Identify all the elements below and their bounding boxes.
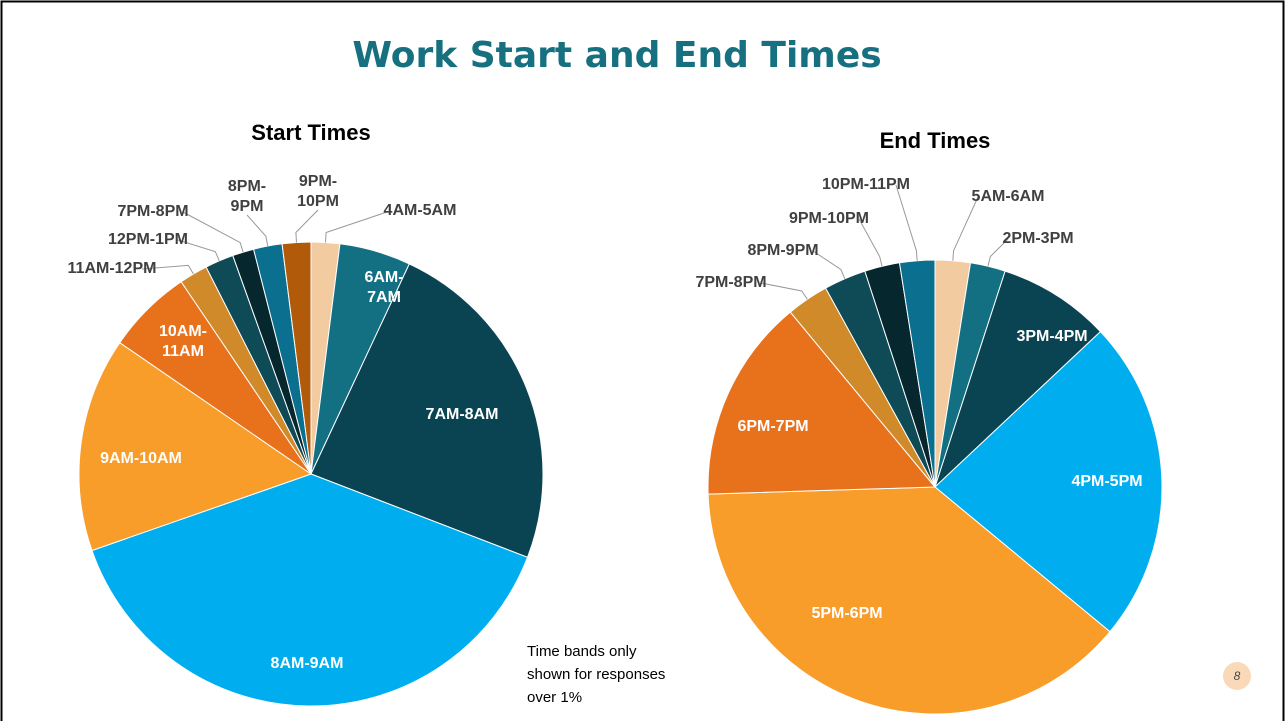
label-line: 6AM-: [364, 269, 403, 286]
slice-label: 11AM-12PM: [68, 260, 157, 277]
leader-line: [141, 264, 194, 275]
page-badge: [1223, 662, 1251, 690]
chart-title: Start Times: [251, 120, 370, 145]
slice-label: 7PM-8PM: [117, 203, 188, 220]
leader-line: [987, 238, 1009, 267]
slice-label: 8PM- 9PM: [228, 178, 266, 215]
pie-slice: [934, 270, 1102, 488]
label-line: 7AM: [367, 289, 401, 306]
slice-label: 12PM-1PM: [108, 231, 188, 248]
slice-label: 8PM-9PM: [747, 242, 818, 259]
label-line: 11AM: [162, 343, 204, 360]
label-line: 10PM: [297, 193, 339, 210]
slice-label: 3PM-4PM: [1016, 328, 1087, 345]
slice-label: 9PM- 10PM: [297, 173, 339, 210]
leader-line: [177, 239, 220, 262]
leader-line: [858, 218, 883, 267]
slice-label: 10AM- 11AM: [159, 323, 207, 360]
leader-line: [324, 210, 391, 243]
slice-label: 6PM-7PM: [737, 418, 808, 435]
pie-slice: [898, 259, 936, 488]
chart-title: End Times: [880, 128, 991, 153]
pie-slice: [310, 263, 544, 558]
pie-slice: [707, 486, 1111, 715]
slice-label: 9AM-10AM: [100, 450, 182, 467]
leader-line: [812, 250, 846, 279]
note-line: over 1%: [527, 689, 582, 706]
page-number: 8: [1234, 669, 1241, 683]
slice-label: 10PM-11PM: [822, 176, 910, 193]
slice-label: 6AM- 7AM: [364, 269, 403, 306]
slice-label: 4AM-5AM: [384, 202, 457, 219]
leader-line: [182, 211, 244, 253]
slice-label: 8AM-9AM: [271, 655, 344, 672]
note-line: Time bands only: [527, 643, 637, 660]
label-line: 9PM-: [299, 173, 337, 190]
slice-label: 9PM-10PM: [789, 210, 869, 227]
leader-line: [246, 214, 269, 247]
label-line: 10AM-: [159, 323, 207, 340]
slice-label: 2PM-3PM: [1002, 230, 1073, 247]
pie-slice: [91, 473, 529, 707]
slice-label: 7AM-8AM: [426, 406, 499, 423]
label-line: 8PM-: [228, 178, 266, 195]
leader-line: [895, 184, 918, 261]
slice-label: 7PM-8PM: [695, 274, 766, 291]
leader-line: [760, 282, 808, 300]
slide-title: Work Start and End Times: [352, 35, 881, 76]
note-line: shown for responses: [527, 666, 665, 683]
leader-line: [295, 209, 319, 243]
slice-label: 5AM-6AM: [972, 188, 1045, 205]
label-line: 9PM: [231, 198, 264, 215]
pie-slice: [78, 341, 313, 552]
pie-slice: [707, 311, 937, 495]
slice-label: 5PM-6PM: [811, 605, 882, 622]
pie-slice: [934, 330, 1163, 633]
slice-label: 4PM-5PM: [1071, 473, 1142, 490]
leader-line: [952, 196, 979, 261]
